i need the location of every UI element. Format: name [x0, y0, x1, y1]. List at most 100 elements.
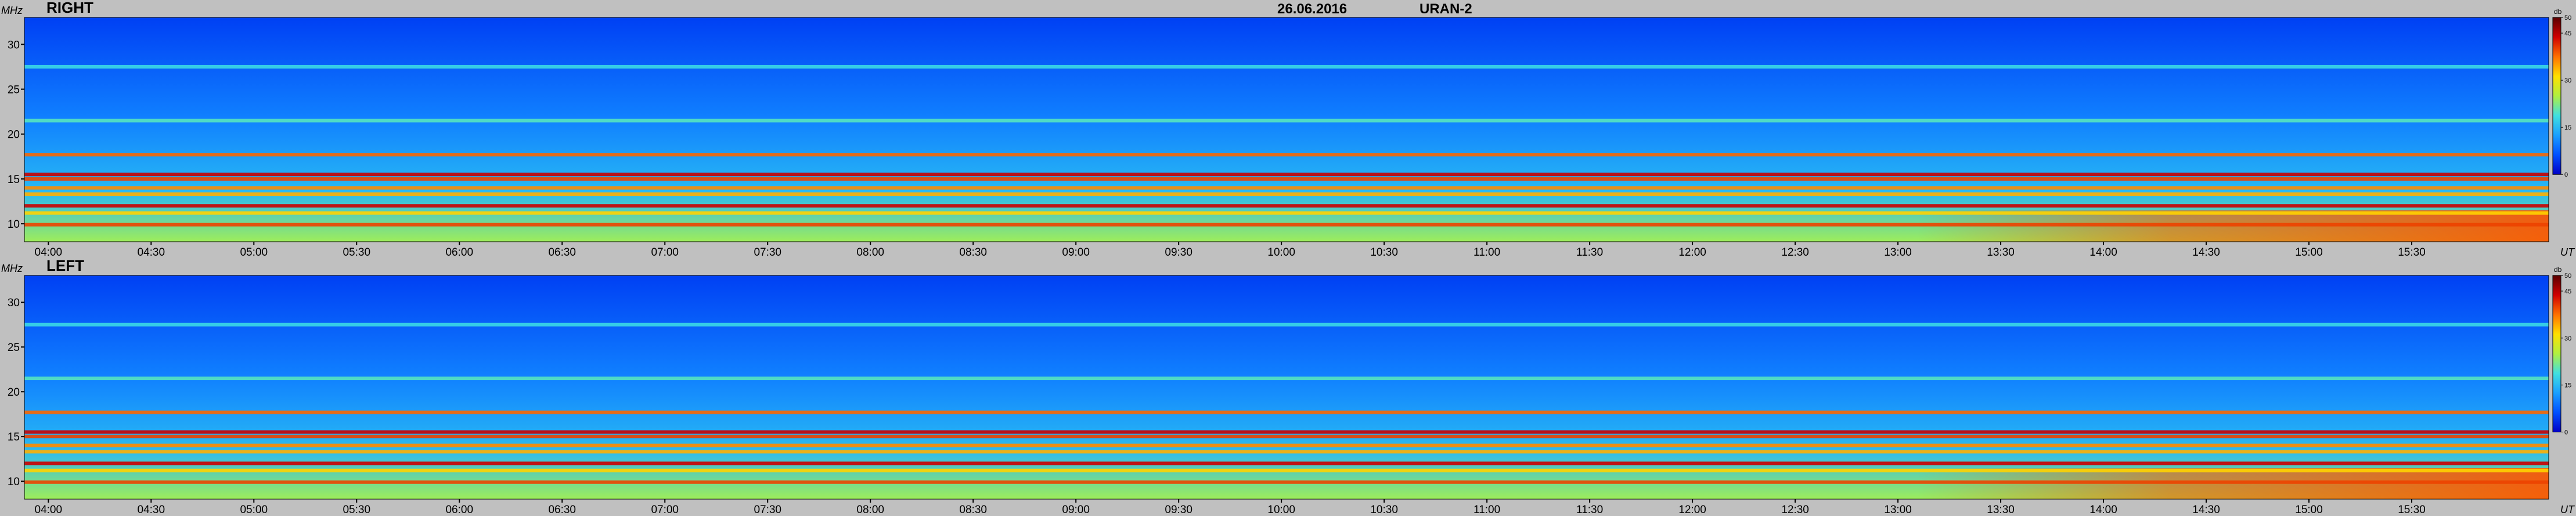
y-tick-label: 10 — [8, 218, 20, 231]
interference-band-4 — [24, 443, 2549, 447]
interference-band-3 — [24, 450, 2549, 454]
instrument-name: URAN-2 — [1419, 1, 1472, 17]
x-tick-label: 08:30 — [959, 246, 987, 259]
y-tick-label: 15 — [8, 174, 20, 186]
x-tick-label: 09:00 — [1062, 246, 1090, 259]
y-tick-label: 25 — [8, 342, 20, 354]
x-tick-label: 04:00 — [35, 504, 63, 516]
x-tick-label: 11:00 — [1473, 246, 1500, 259]
y-tick-label: 10 — [8, 476, 20, 488]
x-tick-label: 07:30 — [754, 504, 781, 516]
colorbar-tick-label: 15 — [2564, 382, 2571, 389]
x-tick-label: 06:00 — [445, 504, 473, 516]
interference-band-9 — [24, 64, 2549, 69]
x-tick-label: 15:00 — [2295, 504, 2323, 516]
interference-band-7 — [24, 410, 2549, 414]
x-tick-label: 09:30 — [1165, 504, 1192, 516]
x-tick-label: 15:30 — [2398, 246, 2426, 259]
plot-frame — [24, 275, 2549, 500]
x-tick-label: 11:00 — [1473, 504, 1500, 516]
colorbar-tick-label: 50 — [2564, 15, 2571, 21]
x-tick-label: 12:30 — [1781, 246, 1809, 259]
y-tick-label: 15 — [8, 431, 20, 443]
x-tick-label: 10:00 — [1267, 504, 1295, 516]
x-tick-label: 14:00 — [2089, 246, 2117, 259]
x-tick-label: 09:00 — [1062, 504, 1090, 516]
x-tick-label: 08:00 — [856, 504, 884, 516]
x-tick-label: 15:30 — [2398, 504, 2426, 516]
x-tick-label: 12:30 — [1781, 504, 1809, 516]
colorbar-tick-label: 0 — [2564, 429, 2568, 436]
x-tick-label: 06:00 — [445, 246, 473, 259]
x-tick-label: 11:30 — [1576, 246, 1603, 259]
y-axis-label: MHz — [1, 5, 23, 16]
colorbar-unit: db — [2554, 266, 2562, 274]
colorbar — [2552, 275, 2561, 432]
x-tick-label: 06:30 — [548, 246, 576, 259]
observation-date: 26.06.2016 — [1277, 1, 1347, 17]
colorbar-tick-label: 50 — [2564, 273, 2571, 280]
x-tick-label: 05:30 — [343, 246, 370, 259]
x-tick-label: 07:00 — [651, 246, 679, 259]
interference-band-5 — [24, 435, 2549, 439]
interference-band-6 — [24, 430, 2549, 434]
x-tick-label: 11:30 — [1576, 504, 1603, 516]
colorbar-tick-label: 15 — [2564, 124, 2571, 131]
interference-band-1 — [24, 468, 2549, 472]
y-axis-label: MHz — [1, 263, 23, 274]
interference-band-2 — [24, 204, 2549, 208]
interference-band-3 — [24, 192, 2549, 196]
colorbar-tick-label: 30 — [2564, 335, 2571, 342]
interference-band-8 — [24, 119, 2549, 123]
x-axis-label: UT — [2560, 504, 2575, 515]
x-tick-label: 12:00 — [1678, 504, 1706, 516]
x-tick-label: 08:00 — [856, 246, 884, 259]
interference-band-1 — [24, 211, 2549, 215]
x-tick-label: 09:30 — [1165, 246, 1192, 259]
x-tick-label: 08:30 — [959, 504, 987, 516]
x-tick-label: 10:00 — [1267, 246, 1295, 259]
interference-band-0 — [24, 480, 2549, 484]
spectrogram-background — [24, 275, 2549, 499]
interference-band-6 — [24, 173, 2549, 177]
colorbar — [2552, 17, 2561, 175]
colorbar-tick-label: 0 — [2564, 171, 2568, 178]
x-axis-label: UT — [2560, 246, 2575, 258]
panel-title: RIGHT — [46, 0, 93, 16]
x-tick-label: 05:30 — [343, 504, 370, 516]
x-tick-label: 15:00 — [2295, 246, 2323, 259]
colorbar-tick-label: 45 — [2564, 288, 2571, 295]
y-tick-label: 30 — [8, 297, 20, 309]
x-tick-label: 14:00 — [2089, 504, 2117, 516]
colorbar-unit: db — [2554, 8, 2562, 16]
colorbar-tick-label: 45 — [2564, 30, 2571, 37]
x-tick-label: 13:30 — [1987, 504, 2015, 516]
colorbar-tick-label: 30 — [2564, 77, 2571, 84]
x-tick-label: 14:30 — [2192, 246, 2220, 259]
x-tick-label: 04:30 — [138, 504, 165, 516]
x-tick-label: 10:30 — [1370, 504, 1398, 516]
x-tick-label: 05:00 — [240, 246, 268, 259]
x-tick-label: 14:30 — [2192, 504, 2220, 516]
x-tick-label: 10:30 — [1370, 246, 1398, 259]
x-tick-label: 04:30 — [138, 246, 165, 259]
x-tick-label: 05:00 — [240, 504, 268, 516]
y-tick-label: 20 — [8, 386, 20, 399]
interference-band-0 — [24, 223, 2549, 227]
interference-band-4 — [24, 186, 2549, 190]
x-tick-label: 13:30 — [1987, 246, 2015, 259]
interference-band-7 — [24, 153, 2549, 157]
panel-left: 10 15 20 25 30 MHz LEFT 04:00 04:30 05:00 05:30 06:… — [1, 257, 2575, 516]
panel-right: 10 15 20 25 30 MHz RIGHT 04:00 04:30 05:00 05:30 06… — [1, 0, 2575, 259]
interference-band-9 — [24, 322, 2549, 327]
x-tick-label: 07:00 — [651, 504, 679, 516]
x-tick-label: 07:30 — [754, 246, 781, 259]
x-tick-label: 13:00 — [1884, 504, 1912, 516]
y-tick-label: 25 — [8, 84, 20, 96]
interference-band-8 — [24, 377, 2549, 381]
x-tick-label: 04:00 — [35, 246, 63, 259]
x-tick-label: 13:00 — [1884, 246, 1912, 259]
x-tick-label: 12:00 — [1678, 246, 1706, 259]
y-tick-label: 30 — [8, 39, 20, 51]
